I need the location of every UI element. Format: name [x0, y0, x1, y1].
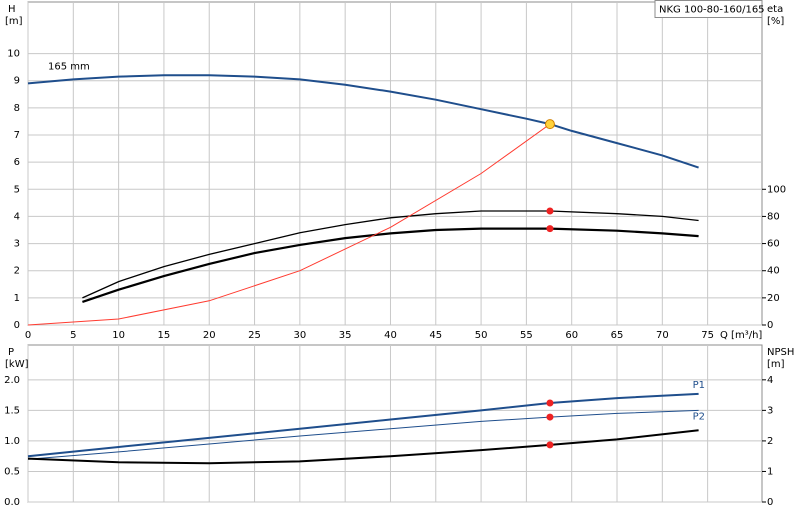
x-tick-label: 45 — [429, 330, 442, 341]
operating-point — [546, 441, 554, 449]
y-tick-label: 1 — [14, 293, 20, 304]
y2-tick-label: 40 — [767, 266, 780, 277]
operating-point — [546, 207, 554, 215]
y-axis-label: H — [8, 4, 16, 15]
curve — [82, 227, 699, 303]
y-tick-label: 0.5 — [4, 466, 20, 477]
plot-frame — [27, 344, 763, 503]
y-tick-label: 4 — [14, 211, 20, 222]
y2-tick-label: 4 — [767, 375, 773, 386]
y2-axis-label: eta — [767, 4, 783, 15]
x-tick-label: 55 — [520, 330, 533, 341]
x-tick-label: 75 — [701, 330, 714, 341]
curve — [27, 429, 699, 465]
y2-axis-unit: [%] — [767, 16, 784, 27]
title-box — [654, 0, 763, 18]
y-tick-label: 0.0 — [4, 497, 20, 508]
y2-tick-label: 2 — [767, 436, 773, 447]
x-tick-label: 50 — [475, 330, 488, 341]
x-tick-label: 30 — [293, 330, 306, 341]
curve-label: P2 — [693, 411, 705, 422]
operating-point — [544, 119, 555, 130]
y-tick-label: 5 — [14, 184, 20, 195]
x-tick-label: 20 — [203, 330, 216, 341]
y2-tick-label: 0 — [767, 320, 773, 331]
y-tick-label: 8 — [14, 103, 20, 114]
y-tick-label: 6 — [14, 157, 20, 168]
curve — [27, 392, 699, 458]
x-tick-label: 10 — [112, 330, 125, 341]
y2-tick-label: 3 — [767, 405, 773, 416]
x-tick-label: 15 — [158, 330, 171, 341]
curve-label: 165 mm — [48, 61, 90, 72]
y2-axis-unit: [m] — [767, 359, 785, 370]
y2-tick-label: 0 — [767, 497, 773, 508]
plot-frame — [27, 1, 763, 326]
y-tick-label: 7 — [14, 130, 20, 141]
y-tick-label: 10 — [7, 49, 20, 60]
operating-point — [546, 225, 554, 233]
y2-tick-label: 1 — [767, 466, 773, 477]
curve — [27, 123, 551, 326]
y-tick-label: 3 — [14, 239, 20, 250]
y-tick-label: 0 — [14, 320, 20, 331]
y-tick-label: 2.0 — [4, 375, 20, 386]
x-tick-label: 65 — [611, 330, 624, 341]
y-tick-label: 1.0 — [4, 436, 20, 447]
y-axis-label: P — [8, 347, 14, 358]
x-tick-label: 70 — [656, 330, 669, 341]
y2-axis-label: NPSH — [767, 347, 794, 358]
y-tick-label: 2 — [14, 266, 20, 277]
x-axis-label: Q [m³/h] — [720, 330, 762, 341]
curve — [82, 210, 699, 299]
y-axis-unit: [kW] — [5, 359, 29, 370]
curve-label: P1 — [693, 380, 705, 391]
operating-point — [546, 399, 554, 407]
y-tick-label: 1.5 — [4, 405, 20, 416]
y2-tick-label: 80 — [767, 211, 780, 222]
y2-tick-label: 20 — [767, 293, 780, 304]
x-tick-label: 35 — [339, 330, 352, 341]
curve — [27, 409, 699, 460]
x-tick-label: 25 — [248, 330, 261, 341]
chart-title: NKG 100-80-160/165 — [659, 5, 765, 16]
x-tick-label: 0 — [25, 330, 31, 341]
y2-tick-label: 100 — [767, 184, 786, 195]
y2-tick-label: 60 — [767, 239, 780, 250]
x-tick-label: 60 — [565, 330, 578, 341]
x-tick-label: 5 — [70, 330, 76, 341]
operating-point — [546, 413, 554, 421]
y-tick-label: 9 — [14, 76, 20, 87]
x-tick-label: 40 — [384, 330, 397, 341]
y-axis-unit: [m] — [5, 16, 23, 27]
curve — [27, 74, 699, 169]
